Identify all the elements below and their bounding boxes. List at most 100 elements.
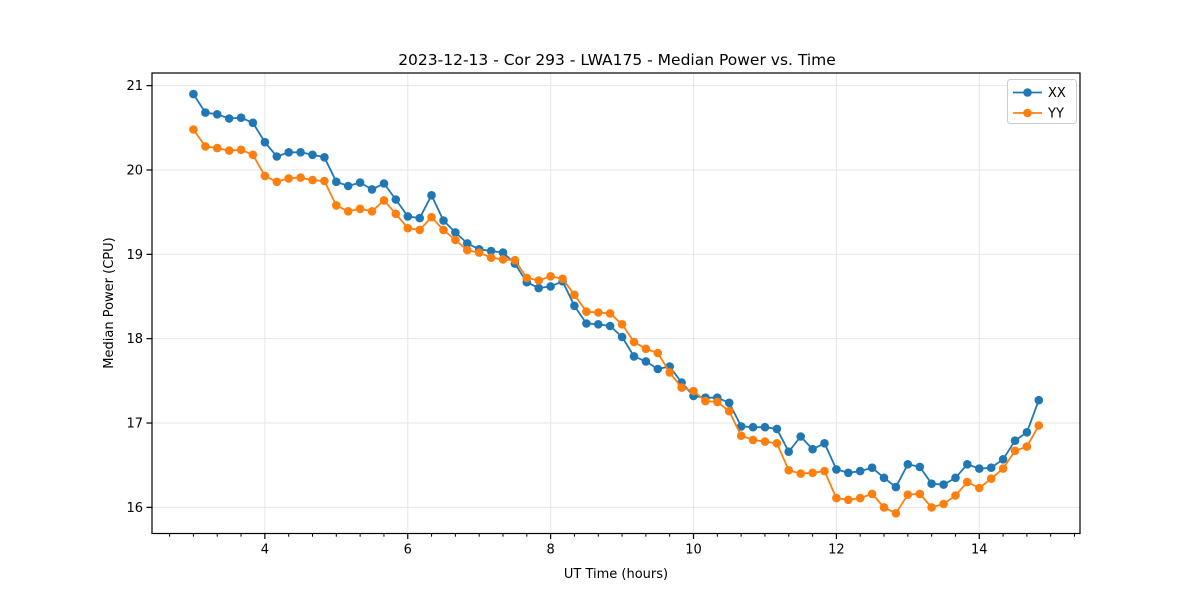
series-marker-yy — [879, 503, 889, 512]
series-marker-yy — [772, 439, 782, 448]
legend-box — [1007, 79, 1077, 124]
series-marker-xx — [189, 89, 198, 99]
series-marker-xx — [832, 465, 841, 474]
x-tick-label: 6 — [404, 543, 412, 558]
series-marker-yy — [748, 435, 758, 445]
series-marker-yy — [355, 204, 365, 214]
series-marker-yy — [427, 212, 436, 222]
series-marker-xx — [582, 319, 591, 328]
series-marker-xx — [308, 150, 317, 160]
grid-layer — [152, 73, 1080, 534]
series-marker-xx — [546, 282, 555, 291]
series-marker-xx — [439, 216, 448, 225]
x-axis-label: UT Time (hours) — [564, 567, 668, 582]
series-marker-xx — [760, 422, 770, 432]
series-marker-yy — [629, 337, 639, 347]
series-marker-xx — [296, 148, 305, 157]
series-marker-xx — [355, 178, 365, 187]
series-marker-xx — [998, 455, 1008, 464]
series-marker-yy — [594, 308, 603, 317]
series-marker-xx — [260, 137, 270, 147]
series-marker-xx — [594, 320, 603, 329]
series-marker-yy — [510, 255, 520, 265]
series-marker-xx — [1010, 436, 1020, 446]
series-marker-yy — [260, 171, 270, 181]
series-marker-xx — [451, 228, 460, 237]
series-marker-xx — [1022, 428, 1032, 437]
series-marker-yy — [605, 309, 615, 318]
series-marker-yy — [212, 143, 222, 153]
series-marker-yy — [308, 175, 317, 185]
series-marker-xx — [343, 181, 353, 191]
series-marker-yy — [582, 307, 591, 317]
y-tick-label: 16 — [126, 501, 143, 516]
x-tick-label: 8 — [546, 543, 554, 558]
series-marker-yy — [391, 209, 401, 219]
series-marker-xx — [320, 153, 329, 162]
series-marker-xx — [212, 110, 222, 119]
series-marker-yy — [379, 196, 389, 205]
series-marker-xx — [1034, 395, 1044, 405]
series-marker-yy — [415, 225, 425, 235]
y-tick-label: 19 — [126, 248, 143, 263]
series-marker-yy — [736, 431, 746, 441]
series-marker-yy — [820, 466, 829, 476]
series-marker-yy — [653, 348, 663, 358]
series-marker-yy — [701, 396, 710, 406]
series-marker-xx — [427, 191, 436, 200]
series-marker-xx — [855, 466, 865, 476]
series-marker-yy — [439, 225, 448, 235]
series-marker-xx — [617, 332, 627, 342]
series-marker-yy — [1034, 421, 1044, 430]
series-marker-yy — [998, 464, 1008, 473]
series-marker-xx — [808, 444, 817, 454]
series-marker-yy — [903, 490, 913, 500]
series-marker-yy — [760, 437, 770, 446]
series-marker-yy — [367, 207, 377, 216]
series-marker-yy — [522, 273, 532, 283]
series-line-xx — [192, 93, 1040, 489]
series-marker-xx — [332, 177, 341, 187]
series-marker-xx — [963, 460, 972, 469]
series-marker-yy — [927, 503, 936, 512]
y-tick-label: 20 — [126, 163, 143, 178]
series-marker-xx — [367, 185, 377, 194]
x-tick-label: 12 — [828, 543, 845, 558]
series-marker-yy — [963, 477, 972, 487]
series-marker-yy — [975, 483, 984, 493]
series-marker-yy — [463, 245, 472, 255]
series-marker-yy — [891, 509, 901, 518]
series-marker-yy — [201, 142, 210, 151]
series-marker-xx — [248, 118, 258, 128]
series-marker-yy — [570, 290, 579, 300]
series-marker-yy — [296, 173, 305, 182]
axes-layer: 4 6 8 10 12 14 16 17 18 19 20 21 — [126, 72, 1081, 558]
series-marker-yy — [724, 406, 734, 416]
series-marker-xx — [498, 248, 508, 257]
legend-label-yy: YY — [1047, 107, 1064, 122]
series-marker-yy — [498, 255, 508, 264]
series-marker-yy — [558, 274, 567, 284]
series-marker-xx — [927, 479, 936, 489]
series-marker-yy — [855, 493, 865, 503]
series-marker-xx — [284, 148, 294, 157]
series-marker-xx — [391, 195, 401, 204]
legend-glyphs — [1013, 88, 1042, 118]
series-marker-xx — [915, 462, 925, 472]
series-marker-yy — [617, 320, 627, 329]
series-marker-yy — [677, 383, 686, 392]
series-marker-yy — [534, 276, 543, 285]
y-axis-label: Median Power (CPU) — [102, 237, 117, 368]
x-tick-label: 4 — [261, 543, 269, 558]
series-marker-xx — [820, 439, 829, 448]
series-marker-yy — [272, 177, 282, 187]
series-marker-yy — [844, 495, 853, 505]
y-tick-label: 18 — [126, 332, 143, 347]
series-marker-xx — [653, 364, 663, 374]
series-marker-yy — [403, 223, 413, 233]
series-marker-yy — [332, 201, 341, 210]
series-marker-yy — [451, 235, 460, 245]
plot-border — [151, 72, 1081, 535]
series-marker-xx — [784, 447, 793, 457]
